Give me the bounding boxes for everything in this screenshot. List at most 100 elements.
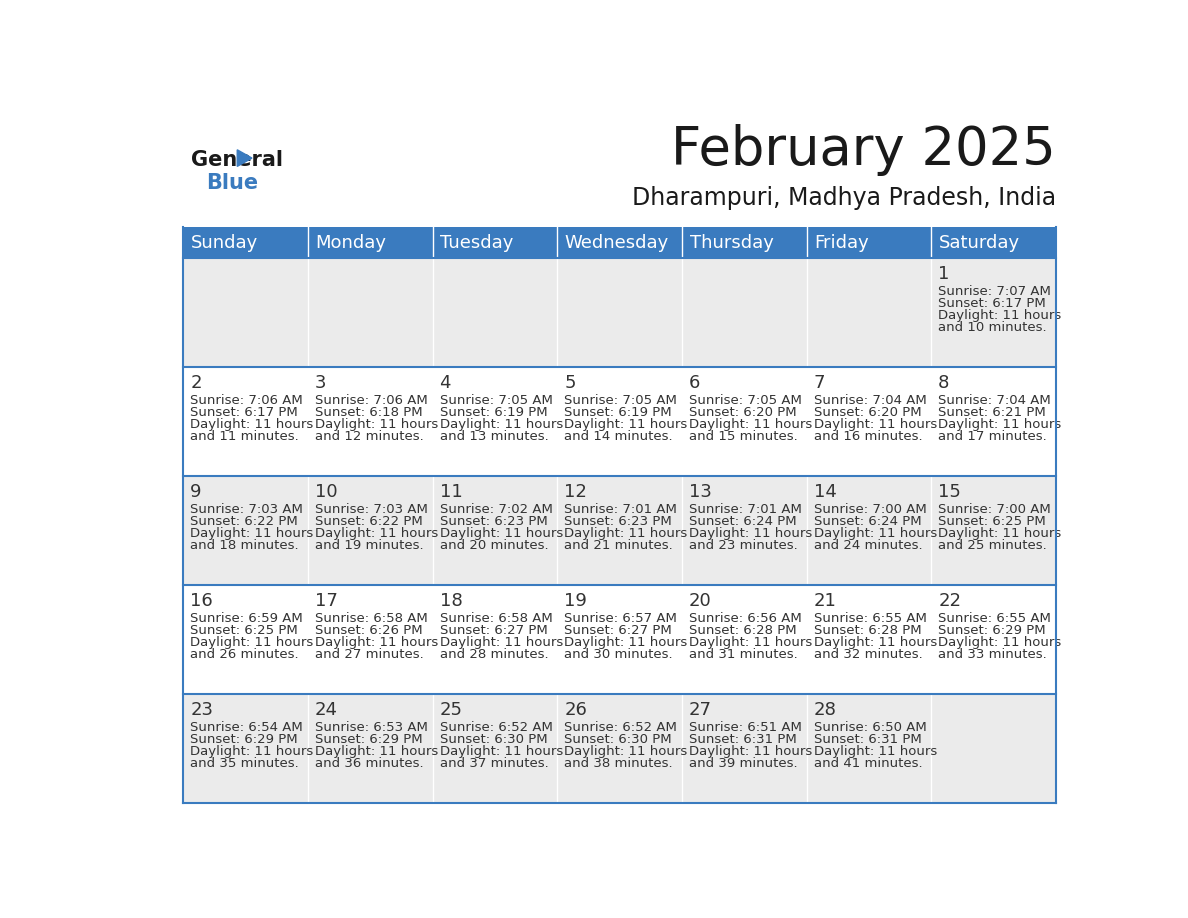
Text: 28: 28	[814, 701, 836, 719]
Text: and 15 minutes.: and 15 minutes.	[689, 430, 797, 442]
Text: and 24 minutes.: and 24 minutes.	[814, 539, 922, 552]
Text: Daylight: 11 hours: Daylight: 11 hours	[689, 418, 813, 431]
Bar	[308, 227, 432, 258]
Text: and 25 minutes.: and 25 minutes.	[939, 539, 1047, 552]
Text: Sunrise: 6:55 AM: Sunrise: 6:55 AM	[939, 612, 1051, 625]
Text: Daylight: 11 hours: Daylight: 11 hours	[564, 527, 688, 540]
Text: Daylight: 11 hours: Daylight: 11 hours	[440, 636, 563, 649]
Text: Sunset: 6:27 PM: Sunset: 6:27 PM	[564, 624, 672, 637]
Text: Daylight: 11 hours: Daylight: 11 hours	[939, 636, 1061, 649]
Text: Sunset: 6:24 PM: Sunset: 6:24 PM	[814, 515, 921, 528]
Bar	[557, 227, 682, 258]
Text: Friday: Friday	[814, 233, 868, 252]
Text: Sunset: 6:29 PM: Sunset: 6:29 PM	[190, 733, 298, 746]
Text: 16: 16	[190, 592, 213, 610]
Text: Sunrise: 6:58 AM: Sunrise: 6:58 AM	[440, 612, 552, 625]
Text: Sunset: 6:18 PM: Sunset: 6:18 PM	[315, 406, 423, 419]
Text: Sunrise: 7:02 AM: Sunrise: 7:02 AM	[440, 503, 552, 516]
Text: 19: 19	[564, 592, 587, 610]
Text: Wednesday: Wednesday	[564, 233, 669, 252]
Text: and 18 minutes.: and 18 minutes.	[190, 539, 299, 552]
Text: 17: 17	[315, 592, 337, 610]
Text: 18: 18	[440, 592, 462, 610]
Bar	[931, 227, 1056, 258]
Text: Sunrise: 7:01 AM: Sunrise: 7:01 AM	[564, 503, 677, 516]
Text: Blue: Blue	[206, 173, 258, 193]
Text: and 33 minutes.: and 33 minutes.	[939, 648, 1047, 661]
Text: and 28 minutes.: and 28 minutes.	[440, 648, 548, 661]
Text: 6: 6	[689, 374, 700, 392]
Text: Sunset: 6:25 PM: Sunset: 6:25 PM	[190, 624, 298, 637]
Text: Sunset: 6:30 PM: Sunset: 6:30 PM	[564, 733, 672, 746]
Text: Sunset: 6:25 PM: Sunset: 6:25 PM	[939, 515, 1045, 528]
Text: 12: 12	[564, 483, 587, 501]
Text: 1: 1	[939, 265, 949, 283]
Text: and 13 minutes.: and 13 minutes.	[440, 430, 549, 442]
Text: Tuesday: Tuesday	[441, 233, 513, 252]
Text: Sunrise: 6:55 AM: Sunrise: 6:55 AM	[814, 612, 927, 625]
Text: Sunset: 6:23 PM: Sunset: 6:23 PM	[564, 515, 672, 528]
Text: Sunrise: 7:03 AM: Sunrise: 7:03 AM	[190, 503, 303, 516]
Text: Sunrise: 7:06 AM: Sunrise: 7:06 AM	[190, 394, 303, 407]
Text: and 19 minutes.: and 19 minutes.	[315, 539, 423, 552]
Text: 4: 4	[440, 374, 451, 392]
Text: Daylight: 11 hours: Daylight: 11 hours	[564, 744, 688, 758]
Bar	[183, 367, 1056, 476]
Text: February 2025: February 2025	[671, 124, 1056, 176]
Text: 26: 26	[564, 701, 587, 719]
Text: Sunrise: 6:51 AM: Sunrise: 6:51 AM	[689, 721, 802, 734]
Text: Sunrise: 7:04 AM: Sunrise: 7:04 AM	[939, 394, 1051, 407]
Text: Sunset: 6:17 PM: Sunset: 6:17 PM	[939, 297, 1045, 310]
Text: Sunset: 6:28 PM: Sunset: 6:28 PM	[814, 624, 921, 637]
Text: and 23 minutes.: and 23 minutes.	[689, 539, 797, 552]
Text: Sunrise: 7:00 AM: Sunrise: 7:00 AM	[939, 503, 1051, 516]
Text: Daylight: 11 hours: Daylight: 11 hours	[190, 744, 314, 758]
Text: 9: 9	[190, 483, 202, 501]
Text: 11: 11	[440, 483, 462, 501]
Text: Sunset: 6:27 PM: Sunset: 6:27 PM	[440, 624, 548, 637]
Text: Sunset: 6:29 PM: Sunset: 6:29 PM	[315, 733, 423, 746]
Text: and 17 minutes.: and 17 minutes.	[939, 430, 1047, 442]
Text: Sunrise: 7:00 AM: Sunrise: 7:00 AM	[814, 503, 927, 516]
Text: Daylight: 11 hours: Daylight: 11 hours	[190, 527, 314, 540]
Text: Daylight: 11 hours: Daylight: 11 hours	[939, 308, 1061, 322]
Text: 5: 5	[564, 374, 576, 392]
Text: General: General	[191, 150, 283, 170]
Text: Sunrise: 7:05 AM: Sunrise: 7:05 AM	[564, 394, 677, 407]
Text: and 10 minutes.: and 10 minutes.	[939, 320, 1047, 334]
Text: and 30 minutes.: and 30 minutes.	[564, 648, 672, 661]
Bar	[183, 476, 1056, 585]
Text: Sunset: 6:31 PM: Sunset: 6:31 PM	[689, 733, 797, 746]
Text: Sunset: 6:20 PM: Sunset: 6:20 PM	[814, 406, 921, 419]
Text: Sunset: 6:29 PM: Sunset: 6:29 PM	[939, 624, 1045, 637]
Bar	[183, 585, 1056, 694]
Text: 14: 14	[814, 483, 836, 501]
Text: and 38 minutes.: and 38 minutes.	[564, 756, 672, 770]
Text: 25: 25	[440, 701, 462, 719]
Text: Daylight: 11 hours: Daylight: 11 hours	[190, 636, 314, 649]
Text: Sunset: 6:26 PM: Sunset: 6:26 PM	[315, 624, 423, 637]
Text: and 20 minutes.: and 20 minutes.	[440, 539, 548, 552]
Text: Daylight: 11 hours: Daylight: 11 hours	[939, 418, 1061, 431]
Text: Sunrise: 6:59 AM: Sunrise: 6:59 AM	[190, 612, 303, 625]
Polygon shape	[238, 150, 252, 166]
Text: and 21 minutes.: and 21 minutes.	[564, 539, 672, 552]
Text: Sunset: 6:22 PM: Sunset: 6:22 PM	[315, 515, 423, 528]
Text: Sunset: 6:22 PM: Sunset: 6:22 PM	[190, 515, 298, 528]
Text: 22: 22	[939, 592, 961, 610]
Text: and 37 minutes.: and 37 minutes.	[440, 756, 549, 770]
Text: 24: 24	[315, 701, 337, 719]
Text: 20: 20	[689, 592, 712, 610]
Text: Sunday: Sunday	[191, 233, 258, 252]
Text: 21: 21	[814, 592, 836, 610]
Text: Daylight: 11 hours: Daylight: 11 hours	[814, 418, 937, 431]
Text: 8: 8	[939, 374, 949, 392]
Text: Sunrise: 7:05 AM: Sunrise: 7:05 AM	[689, 394, 802, 407]
Text: 13: 13	[689, 483, 712, 501]
Text: and 11 minutes.: and 11 minutes.	[190, 430, 299, 442]
Text: and 39 minutes.: and 39 minutes.	[689, 756, 797, 770]
Text: Sunrise: 6:52 AM: Sunrise: 6:52 AM	[440, 721, 552, 734]
Bar	[807, 227, 931, 258]
Text: and 31 minutes.: and 31 minutes.	[689, 648, 797, 661]
Text: Sunrise: 6:58 AM: Sunrise: 6:58 AM	[315, 612, 428, 625]
